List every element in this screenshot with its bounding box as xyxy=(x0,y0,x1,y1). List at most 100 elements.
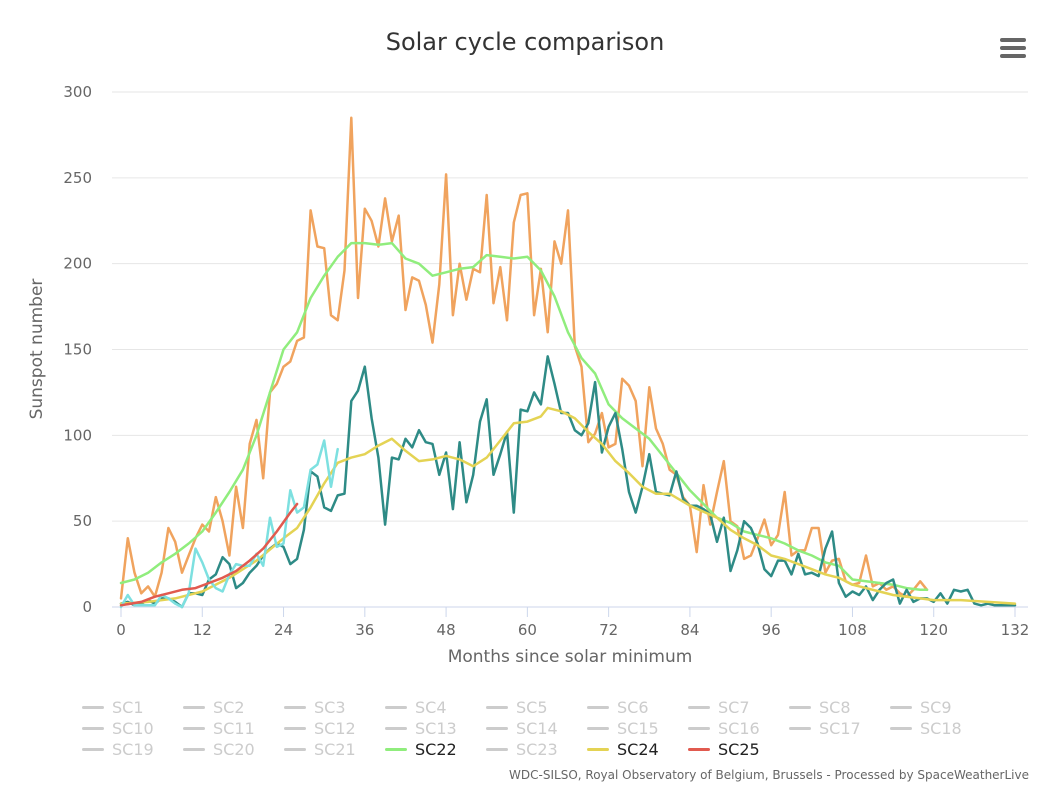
legend-item-sc6[interactable]: SC6 xyxy=(587,698,649,717)
hamburger-menu-icon-bar xyxy=(1000,46,1026,50)
legend-label: SC18 xyxy=(920,719,962,738)
legend-item-sc12[interactable]: SC12 xyxy=(284,719,356,738)
legend-item-sc14[interactable]: SC14 xyxy=(486,719,558,738)
x-tick-label: 60 xyxy=(518,621,537,639)
legend-item-sc23[interactable]: SC23 xyxy=(486,740,558,759)
legend-label: SC15 xyxy=(617,719,659,738)
hamburger-menu-icon xyxy=(1000,38,1026,42)
legend-item-sc25[interactable]: SC25 xyxy=(688,740,760,759)
legend-swatch xyxy=(890,706,912,709)
legend-item-sc7[interactable]: SC7 xyxy=(688,698,750,717)
legend-swatch xyxy=(486,706,508,709)
y-tick-label: 200 xyxy=(63,255,92,273)
legend-swatch xyxy=(587,727,609,730)
legend-item-sc22[interactable]: SC22 xyxy=(385,740,457,759)
legend-swatch xyxy=(688,748,710,751)
legend-item-sc18[interactable]: SC18 xyxy=(890,719,962,738)
legend-item-sc9[interactable]: SC9 xyxy=(890,698,952,717)
x-tick-label: 120 xyxy=(919,621,948,639)
series-line-sc25-smoothed[interactable] xyxy=(119,502,299,607)
legend-item-sc20[interactable]: SC20 xyxy=(183,740,255,759)
legend-label: SC14 xyxy=(516,719,558,738)
series-line-sc22-monthly[interactable] xyxy=(119,116,929,600)
legend-label: SC21 xyxy=(314,740,356,759)
legend-swatch xyxy=(486,727,508,730)
hamburger-menu-icon-bar xyxy=(1000,54,1026,58)
legend-label: SC16 xyxy=(718,719,760,738)
legend-label: SC4 xyxy=(415,698,447,717)
y-tick-label: 0 xyxy=(82,598,92,616)
legend-swatch xyxy=(183,748,205,751)
legend-swatch xyxy=(284,727,306,730)
legend-swatch xyxy=(284,706,306,709)
x-tick-label: 0 xyxy=(116,621,126,639)
legend-swatch xyxy=(385,748,407,751)
legend-item-sc13[interactable]: SC13 xyxy=(385,719,457,738)
x-tick-label: 24 xyxy=(274,621,293,639)
legend-label: SC9 xyxy=(920,698,952,717)
chart-title: Solar cycle comparison xyxy=(386,28,665,56)
y-tick-label: 150 xyxy=(63,341,92,359)
legend-label: SC23 xyxy=(516,740,558,759)
legend-item-sc11[interactable]: SC11 xyxy=(183,719,255,738)
y-tick-label: 250 xyxy=(63,169,92,187)
legend-label: SC10 xyxy=(112,719,154,738)
legend-label: SC8 xyxy=(819,698,851,717)
x-tick-label: 36 xyxy=(355,621,374,639)
x-tick-label: 96 xyxy=(762,621,781,639)
legend-swatch xyxy=(688,727,710,730)
credits-text[interactable]: WDC-SILSO, Royal Observatory of Belgium,… xyxy=(509,768,1029,782)
legend-item-sc3[interactable]: SC3 xyxy=(284,698,346,717)
legend-label: SC11 xyxy=(213,719,255,738)
legend-swatch xyxy=(587,748,609,751)
series-line-sc22-smoothed[interactable] xyxy=(119,241,929,592)
x-tick-label: 132 xyxy=(1001,621,1030,639)
legend-label: SC5 xyxy=(516,698,548,717)
legend-swatch xyxy=(82,748,104,751)
legend-swatch xyxy=(82,727,104,730)
y-tick-label: 300 xyxy=(63,83,92,101)
legend-item-sc21[interactable]: SC21 xyxy=(284,740,356,759)
legend-item-sc15[interactable]: SC15 xyxy=(587,719,659,738)
y-axis-title: Sunspot number xyxy=(27,279,47,420)
legend-swatch xyxy=(486,748,508,751)
legend-label: SC22 xyxy=(415,740,457,759)
legend-item-sc1[interactable]: SC1 xyxy=(82,698,144,717)
legend-item-sc4[interactable]: SC4 xyxy=(385,698,447,717)
legend-item-sc16[interactable]: SC16 xyxy=(688,719,760,738)
legend-swatch xyxy=(183,706,205,709)
x-tick-label: 12 xyxy=(193,621,212,639)
legend-item-sc17[interactable]: SC17 xyxy=(789,719,861,738)
series-line-sc24-monthly[interactable] xyxy=(119,355,1017,609)
x-axis-title: Months since solar minimum xyxy=(448,647,693,667)
legend-item-sc10[interactable]: SC10 xyxy=(82,719,154,738)
legend-swatch xyxy=(82,706,104,709)
legend-label: SC25 xyxy=(718,740,760,759)
legend-item-sc24[interactable]: SC24 xyxy=(587,740,659,759)
x-tick-label: 72 xyxy=(599,621,618,639)
legend-swatch xyxy=(385,706,407,709)
legend-label: SC3 xyxy=(314,698,346,717)
legend-label: SC24 xyxy=(617,740,659,759)
legend-item-sc8[interactable]: SC8 xyxy=(789,698,851,717)
legend-label: SC7 xyxy=(718,698,750,717)
y-tick-label: 50 xyxy=(73,512,92,530)
legend-label: SC6 xyxy=(617,698,649,717)
legend-item-sc2[interactable]: SC2 xyxy=(183,698,245,717)
x-tick-label: 108 xyxy=(838,621,867,639)
legend-label: SC20 xyxy=(213,740,255,759)
legend-label: SC17 xyxy=(819,719,861,738)
legend-swatch xyxy=(385,727,407,730)
legend-label: SC19 xyxy=(112,740,154,759)
legend-swatch xyxy=(789,706,811,709)
legend-item-sc19[interactable]: SC19 xyxy=(82,740,154,759)
legend-item-sc5[interactable]: SC5 xyxy=(486,698,548,717)
chart-menu-button[interactable] xyxy=(996,34,1030,62)
y-tick-label: 100 xyxy=(63,426,92,444)
legend-swatch xyxy=(688,706,710,709)
x-tick-label: 84 xyxy=(680,621,699,639)
legend-label: SC13 xyxy=(415,719,457,738)
legend-swatch xyxy=(183,727,205,730)
